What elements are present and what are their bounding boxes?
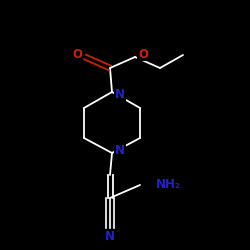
Text: N: N (115, 144, 125, 158)
Text: N: N (115, 88, 125, 101)
Text: O: O (138, 48, 148, 60)
Text: N: N (105, 230, 115, 242)
Text: O: O (72, 48, 82, 60)
Text: NH₂: NH₂ (156, 178, 181, 192)
